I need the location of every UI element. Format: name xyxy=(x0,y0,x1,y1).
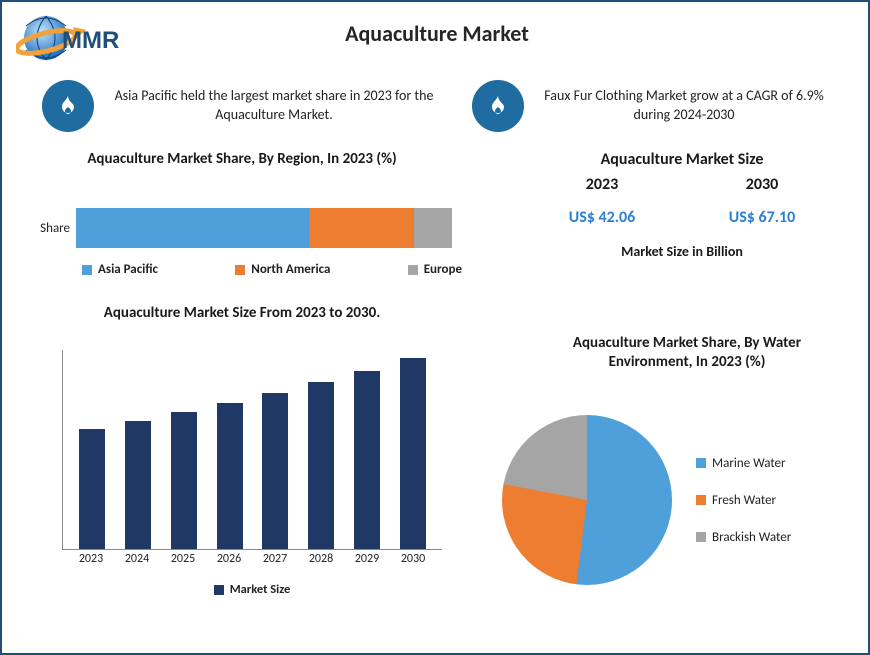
legend-swatch xyxy=(696,532,706,542)
size-trend-title: Aquaculture Market Size From 2023 to 203… xyxy=(62,304,422,323)
market-size-values: US$ 42.06 US$ 67.10 xyxy=(522,208,842,227)
size-trend-xlabels: 2023 2024 2025 2026 2027 2028 2029 2030 xyxy=(62,552,442,566)
legend-item: Brackish Water xyxy=(696,530,791,545)
legend-swatch xyxy=(235,265,245,275)
region-share-legend: Asia Pacific North America Europe xyxy=(82,262,462,277)
size-trend-legend: Market Size xyxy=(62,582,442,597)
region-share-ylabel: Share xyxy=(32,221,76,236)
legend-label: North America xyxy=(251,262,330,277)
xlabel: 2029 xyxy=(355,552,379,566)
legend-label: Asia Pacific xyxy=(98,262,158,277)
market-size-value-0: US$ 42.06 xyxy=(569,208,635,227)
callout-cagr-text: Faux Fur Clothing Market grow at a CAGR … xyxy=(536,87,832,125)
callout-region: Asia Pacific held the largest market sha… xyxy=(42,76,442,136)
xlabel: 2025 xyxy=(171,552,195,566)
region-segment xyxy=(309,208,414,248)
market-size-year-1: 2030 xyxy=(746,175,778,194)
region-segment xyxy=(414,208,452,248)
legend-label: Brackish Water xyxy=(712,530,791,545)
legend-label: Europe xyxy=(424,262,462,277)
trend-bar xyxy=(308,382,334,549)
water-env-pie xyxy=(502,415,672,585)
legend-swatch xyxy=(696,495,706,505)
trend-bar xyxy=(79,429,105,549)
legend-swatch xyxy=(408,265,418,275)
callout-cagr: Faux Fur Clothing Market grow at a CAGR … xyxy=(472,76,832,136)
legend-item: Asia Pacific xyxy=(82,262,158,277)
water-env-legend: Marine Water Fresh Water Brackish Water xyxy=(696,456,791,545)
water-env-title: Aquaculture Market Share, By Water Envir… xyxy=(542,334,832,372)
size-trend-bars xyxy=(63,350,442,549)
xlabel: 2023 xyxy=(79,552,103,566)
flame-icon xyxy=(472,80,524,132)
callout-region-text: Asia Pacific held the largest market sha… xyxy=(106,87,442,125)
trend-bar xyxy=(354,371,380,549)
legend-label: Fresh Water xyxy=(712,493,776,508)
region-share-bar xyxy=(76,208,452,248)
flame-icon xyxy=(42,80,94,132)
xlabel: 2028 xyxy=(309,552,333,566)
size-trend-chart xyxy=(62,350,442,550)
xlabel: 2024 xyxy=(125,552,149,566)
market-size-unit: Market Size in Billion xyxy=(522,243,842,260)
xlabel: 2030 xyxy=(401,552,425,566)
trend-bar xyxy=(262,393,288,549)
xlabel: 2026 xyxy=(217,552,241,566)
region-share-chart: Share xyxy=(32,198,452,258)
legend-swatch xyxy=(82,265,92,275)
legend-item: North America xyxy=(235,262,330,277)
market-size-years: 2023 2030 xyxy=(522,175,842,194)
trend-bar xyxy=(217,403,243,549)
market-size-value-1: US$ 67.10 xyxy=(729,208,795,227)
trend-bar xyxy=(125,421,151,549)
water-env-chart: Marine Water Fresh Water Brackish Water xyxy=(502,410,862,590)
trend-bar xyxy=(400,358,426,549)
region-segment xyxy=(76,208,309,248)
market-size-year-0: 2023 xyxy=(586,175,618,194)
market-size-title: Aquaculture Market Size xyxy=(522,150,842,169)
legend-swatch xyxy=(214,585,224,595)
region-share-title: Aquaculture Market Share, By Region, In … xyxy=(62,150,422,169)
legend-item: Marine Water xyxy=(696,456,791,471)
legend-label: Marine Water xyxy=(712,456,786,471)
market-size-block: Aquaculture Market Size 2023 2030 US$ 42… xyxy=(522,150,842,260)
callout-row: Asia Pacific held the largest market sha… xyxy=(2,76,870,136)
trend-bar xyxy=(171,412,197,549)
legend-item: Europe xyxy=(408,262,462,277)
legend-item: Fresh Water xyxy=(696,493,791,508)
size-trend-legend-label: Market Size xyxy=(230,582,291,597)
page-frame: MMR Aquaculture Market Asia Pacific held… xyxy=(0,0,870,655)
page-title: Aquaculture Market xyxy=(2,20,870,47)
legend-swatch xyxy=(696,458,706,468)
xlabel: 2027 xyxy=(263,552,287,566)
